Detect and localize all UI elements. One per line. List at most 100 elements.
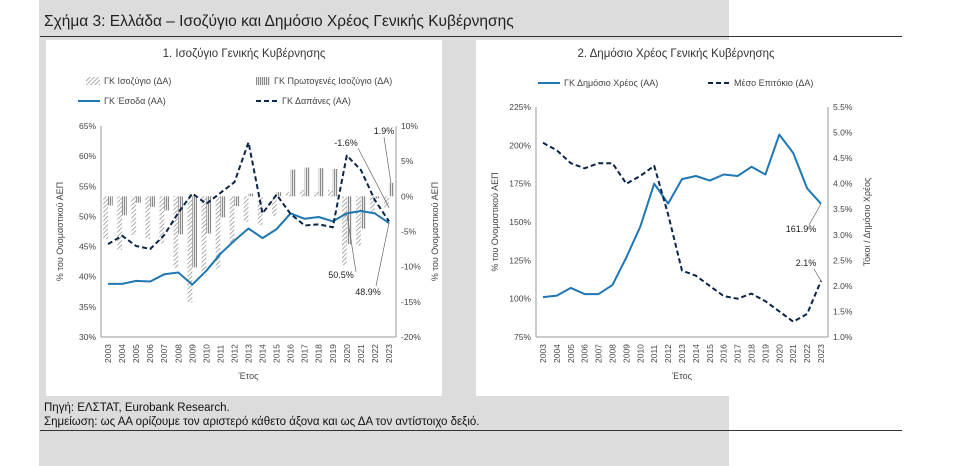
annotation-leader [375,222,390,287]
x-tick-label: 2006 [145,344,155,363]
balance-bar [173,196,179,269]
x-tick-label: 2003 [538,344,548,363]
annotation-leader [808,203,822,226]
x-tick-label: 2022 [370,344,380,363]
balance-bar [313,192,319,197]
primary-balance-bar [178,196,184,235]
balance-bar [342,196,347,266]
x-tick-label: 2021 [356,344,366,363]
x-tick-label: 2017 [300,344,310,363]
x-tick-label: 2021 [788,344,798,363]
balance-bar [271,196,277,217]
dashed-series-line [542,141,822,323]
figure-title: Σχήμα 3: Ελλάδα – Ισοζύγιο και Δημόσιο Χ… [44,13,514,30]
right-axis-title: % του Ονομαστικού ΑΕΠ [430,182,440,281]
balance-bar [328,190,333,197]
solid-series-line [542,133,822,299]
balance-bar [384,196,389,208]
legend-interest: Μέσο Επιτόκιο (ΔΑ) [734,78,813,88]
x-tick-label: 2020 [774,344,784,363]
balance-chart-title: 1. Ισοζύγιο Γενικής Κυβέρνησης [162,48,326,60]
balance-bar [257,196,263,226]
x-tick-label: 2019 [760,344,770,363]
legend-balance: ΓΚ Ισοζύγιο (ΔΑ) [104,76,171,86]
balance-bar [201,196,207,276]
x-axis-title: Έτος [238,371,259,381]
axis-note: Σημείωση: ως ΑΑ ορίζουμε τον αριστερό κά… [44,416,480,428]
primary-balance-bar [108,196,113,206]
right-tick-label: 1.5% [833,306,853,316]
primary-balance-bar [136,196,141,203]
right-tick-label: 2.5% [833,255,853,265]
left-tick-label: 175% [509,179,531,189]
x-tick-label: 2011 [215,344,225,363]
x-tick-label: 2008 [607,344,617,363]
legend-revenue: ΓΚ Έσοδα (ΑΑ) [104,96,166,106]
x-tick-label: 2014 [691,344,701,363]
debt-chart-panel: 2. Δημόσιο Χρέος Γενικής Κυβέρνησης 75% 1… [476,40,876,396]
balance-bar [299,190,305,197]
left-tick-label: 65% [79,121,96,131]
x-tick-label: 2004 [552,344,562,363]
x-tick-label: 2012 [663,344,673,363]
balance-bar [356,196,361,246]
primary-balance-bar [220,196,226,218]
x-tick-label: 2007 [159,344,169,363]
right-tick-label: 10% [401,121,418,131]
bottom-rule [40,430,902,431]
primary-balance-bar [360,196,366,229]
primary-balance-bar [276,192,282,197]
right-tick-label: 5% [401,156,414,166]
debt-chart: 75% 100% 125% 150% 175% 200% 225% 1.0% 1.5% 2.0% 2… [490,78,872,381]
annotation-balance-2023: -1.6% [334,138,358,148]
right-tick-label: 5.5% [833,102,853,112]
legend-swatch [86,77,100,85]
source-note: Πηγή: ΕΛΣΤΑΤ, Eurobank Research. [44,402,230,414]
x-tick-label: 2019 [328,344,338,363]
primary-balance-bar [346,196,352,245]
left-tick-label: 225% [509,102,531,112]
primary-balance-bar [374,196,380,199]
left-tick-label: 35% [79,302,96,312]
right-tick-label: 1.0% [833,332,853,342]
x-tick-label: 2008 [173,344,183,363]
balance-bar [145,196,151,240]
primary-balance-bar [206,196,212,234]
left-axis-title: % του Ονομαστικού ΑΕΠ [55,182,65,281]
right-tick-label: 2.0% [833,281,853,291]
annotation-leader [346,213,357,273]
primary-balance-bar [248,193,254,197]
annotation-leader [383,136,392,184]
balance-bar [187,196,193,303]
primary-balance-bar [388,182,394,197]
x-tick-label: 2005 [566,344,576,363]
left-tick-label: 50% [79,211,96,221]
annotation-revenue-2020: 50.5% [328,270,354,280]
primary-balance-bar [234,196,240,207]
balance-bar [117,196,123,250]
right-tick-label: -5% [401,227,417,237]
primary-balance-bar [290,169,296,197]
balance-chart: 30% 35% 40% 45% 50% 55% 60% 65% -20% -15% -10% -5% 0… [55,76,440,381]
legend-swatch [256,77,270,85]
right-tick-label: 3.0% [833,230,853,240]
x-tick-label: 2007 [594,344,604,363]
x-tick-label: 2009 [621,344,631,363]
left-tick-label: 75% [514,332,531,342]
x-tick-label: 2023 [384,344,394,363]
x-tick-label: 2013 [244,344,254,363]
primary-balance-bar [332,168,338,197]
x-tick-label: 2014 [258,344,268,363]
left-tick-label: 30% [79,332,96,342]
annotation-debt-2023: 161.9% [786,224,817,234]
legend-primary-balance: ΓΚ Πρωτογενές Ισοζύγιο (ΔΑ) [274,76,392,86]
x-tick-label: 2018 [747,344,757,363]
left-tick-label: 45% [79,242,96,252]
x-tick-label: 2012 [229,344,239,363]
balance-bar [159,196,165,244]
legend-expenditure: ΓΚ Δαπάνες (ΑΑ) [282,96,351,106]
left-tick-label: 40% [79,272,96,282]
x-tick-label: 2016 [286,344,296,363]
left-tick-label: 200% [509,140,531,150]
debt-chart-title: 2. Δημόσιο Χρέος Γενικής Κυβέρνησης [577,48,775,60]
